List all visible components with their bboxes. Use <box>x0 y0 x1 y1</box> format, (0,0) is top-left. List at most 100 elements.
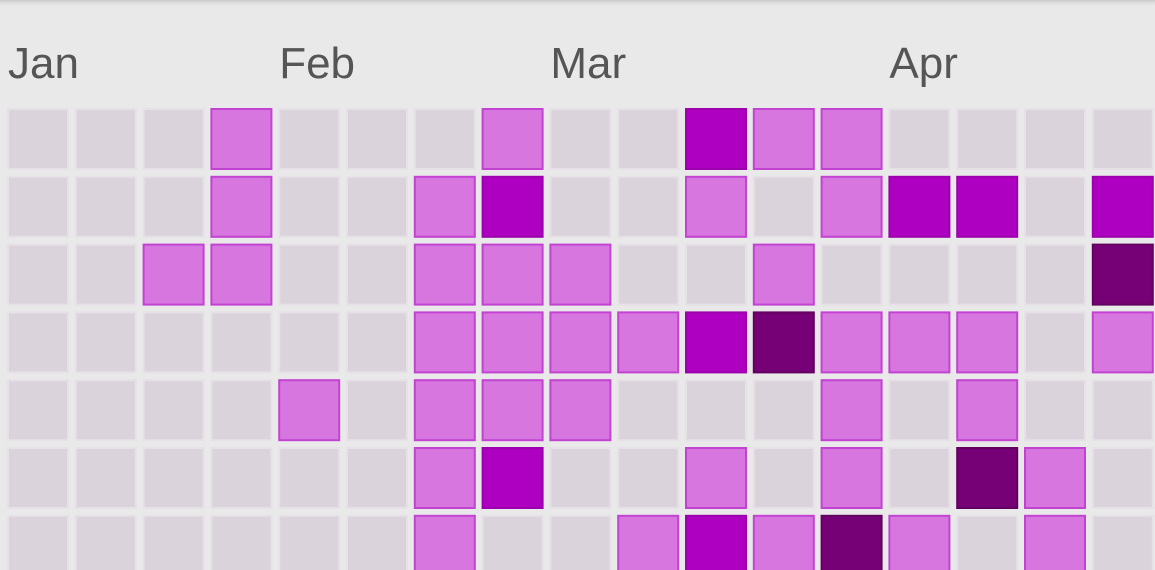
heatmap-cell <box>752 514 815 570</box>
heatmap-cell <box>210 175 273 238</box>
heatmap-cell <box>1091 379 1154 442</box>
heatmap-cell <box>956 175 1019 238</box>
month-label-feb: Feb <box>279 39 355 88</box>
heatmap-cell <box>413 311 476 374</box>
heatmap-cell <box>549 175 612 238</box>
heatmap-cell <box>1024 514 1086 570</box>
heatmap-cell <box>888 447 951 509</box>
heatmap-cell <box>210 514 273 570</box>
heatmap-cell <box>1024 311 1086 374</box>
month-label-jan: Jan <box>8 39 79 88</box>
heatmap-cell <box>481 379 544 442</box>
heatmap-cell <box>142 514 205 570</box>
heatmap-cell <box>820 514 883 570</box>
heatmap-cell <box>685 379 747 442</box>
heatmap-cell <box>278 447 341 509</box>
heatmap-cell <box>685 447 747 509</box>
heatmap-cell <box>210 379 273 442</box>
heatmap-cell <box>278 514 341 570</box>
heatmap-cell <box>956 243 1019 306</box>
heatmap-cell <box>1091 243 1154 306</box>
heatmap-cell <box>549 379 612 442</box>
heatmap-cell <box>74 243 137 306</box>
heatmap-cell <box>74 379 137 442</box>
heatmap-cell <box>142 379 205 442</box>
heatmap-cell <box>413 108 476 170</box>
heatmap-cell <box>888 108 951 170</box>
month-label-mar: Mar <box>550 39 626 88</box>
heatmap-cell <box>413 447 476 509</box>
heatmap-cell <box>888 514 951 570</box>
heatmap-cell <box>1024 243 1086 306</box>
heatmap-cell <box>413 175 476 238</box>
heatmap-cell <box>346 311 408 374</box>
heatmap-cell <box>888 175 951 238</box>
heatmap-cell <box>7 514 69 570</box>
heatmap-cell <box>956 108 1019 170</box>
heatmap-cell <box>142 311 205 374</box>
heatmap-cell <box>820 447 883 509</box>
heatmap-cell <box>481 311 544 374</box>
heatmap-cell <box>1091 514 1154 570</box>
heatmap-cell <box>752 379 815 442</box>
heatmap-cell <box>956 447 1019 509</box>
heatmap-cell <box>74 447 137 509</box>
heatmap-cell <box>752 311 815 374</box>
heatmap-cell <box>74 175 137 238</box>
heatmap-cell <box>481 447 544 509</box>
heatmap-cell <box>1091 311 1154 374</box>
heatmap-cell <box>346 175 408 238</box>
heatmap-cells <box>7 108 1154 570</box>
heatmap-cell <box>820 108 883 170</box>
heatmap-cell <box>888 311 951 374</box>
heatmap-cell <box>7 311 69 374</box>
heatmap-cell <box>7 379 69 442</box>
heatmap-cell <box>617 108 680 170</box>
heatmap-cell <box>685 514 747 570</box>
heatmap-cell <box>1091 108 1154 170</box>
heatmap-cell <box>752 175 815 238</box>
heatmap-cell <box>956 379 1019 442</box>
heatmap-cell <box>685 175 747 238</box>
heatmap-cell <box>1091 447 1154 509</box>
heatmap-cell <box>481 243 544 306</box>
heatmap-cell <box>278 243 341 306</box>
heatmap-cell <box>549 243 612 306</box>
heatmap-cell <box>617 311 680 374</box>
month-labels: Jan Feb Mar Apr <box>8 39 958 88</box>
heatmap-cell <box>74 108 137 170</box>
heatmap-cell <box>278 379 341 442</box>
month-label-apr: Apr <box>889 39 957 88</box>
heatmap-cell <box>346 108 408 170</box>
heatmap-cell <box>549 108 612 170</box>
heatmap-cell <box>278 108 341 170</box>
heatmap-cell <box>142 243 205 306</box>
heatmap-cell <box>617 175 680 238</box>
heatmap-cell <box>210 447 273 509</box>
heatmap-cell <box>7 243 69 306</box>
heatmap-cell <box>413 243 476 306</box>
heatmap-cell <box>549 514 612 570</box>
heatmap-cell <box>820 311 883 374</box>
heatmap-cell <box>617 379 680 442</box>
heatmap-cell <box>413 514 476 570</box>
heatmap-cell <box>617 514 680 570</box>
heatmap-cell <box>1024 175 1086 238</box>
heatmap-cell <box>685 243 747 306</box>
heatmap-cell <box>549 311 612 374</box>
heatmap-cell <box>888 243 951 306</box>
heatmap-cell <box>549 447 612 509</box>
heatmap-cell <box>210 311 273 374</box>
heatmap-cell <box>413 379 476 442</box>
heatmap-cell <box>481 514 544 570</box>
heatmap-cell <box>1024 108 1086 170</box>
heatmap-cell <box>820 379 883 442</box>
heatmap-cell <box>685 108 747 170</box>
heatmap-cell <box>346 447 408 509</box>
heatmap-cell <box>74 311 137 374</box>
heatmap-cell <box>210 108 273 170</box>
heatmap-cell <box>7 447 69 509</box>
heatmap-cell <box>278 175 341 238</box>
heatmap-cell <box>752 108 815 170</box>
